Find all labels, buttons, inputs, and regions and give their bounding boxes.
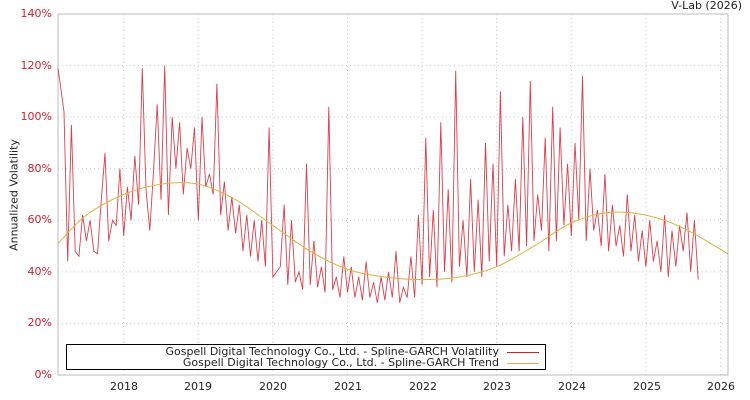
legend-item-trend: Gospell Digital Technology Co., Ltd. - S…	[183, 357, 539, 369]
y-tick-120: 120%	[20, 59, 52, 72]
y-tick-140: 140%	[20, 7, 52, 20]
legend-item-volatility: Gospell Digital Technology Co., Ltd. - S…	[165, 346, 539, 358]
y-tick-100: 100%	[20, 110, 52, 123]
x-tick-2025: 2025	[633, 380, 661, 393]
legend-swatch-trend	[507, 362, 539, 364]
x-tick-2023: 2023	[483, 380, 511, 393]
legend-swatch-volatility	[507, 351, 539, 353]
x-tick-2024: 2024	[558, 380, 586, 393]
x-tick-2022: 2022	[409, 380, 437, 393]
x-tick-2026: 2026	[707, 380, 735, 393]
legend-label-trend: Gospell Digital Technology Co., Ltd. - S…	[182, 356, 499, 369]
y-tick-40: 40%	[27, 265, 52, 278]
y-axis-label: Annualized Volatility	[7, 139, 21, 251]
plot-frame	[57, 13, 729, 376]
y-tick-20: 20%	[27, 316, 52, 329]
y-tick-0: 0%	[34, 368, 52, 381]
volatility-line	[57, 65, 699, 303]
y-tick-80: 80%	[27, 162, 52, 175]
chart-credit: V-Lab (2026)	[671, 0, 742, 12]
chart-legend: Gospell Digital Technology Co., Ltd. - S…	[66, 344, 546, 370]
x-tick-2018: 2018	[110, 380, 138, 393]
x-tick-2020: 2020	[259, 380, 287, 393]
trend-line	[57, 182, 729, 281]
x-tick-2021: 2021	[334, 380, 362, 393]
x-tick-2019: 2019	[184, 380, 212, 393]
y-tick-60: 60%	[27, 213, 52, 226]
legend-label-volatility: Gospell Digital Technology Co., Ltd. - S…	[165, 345, 499, 358]
